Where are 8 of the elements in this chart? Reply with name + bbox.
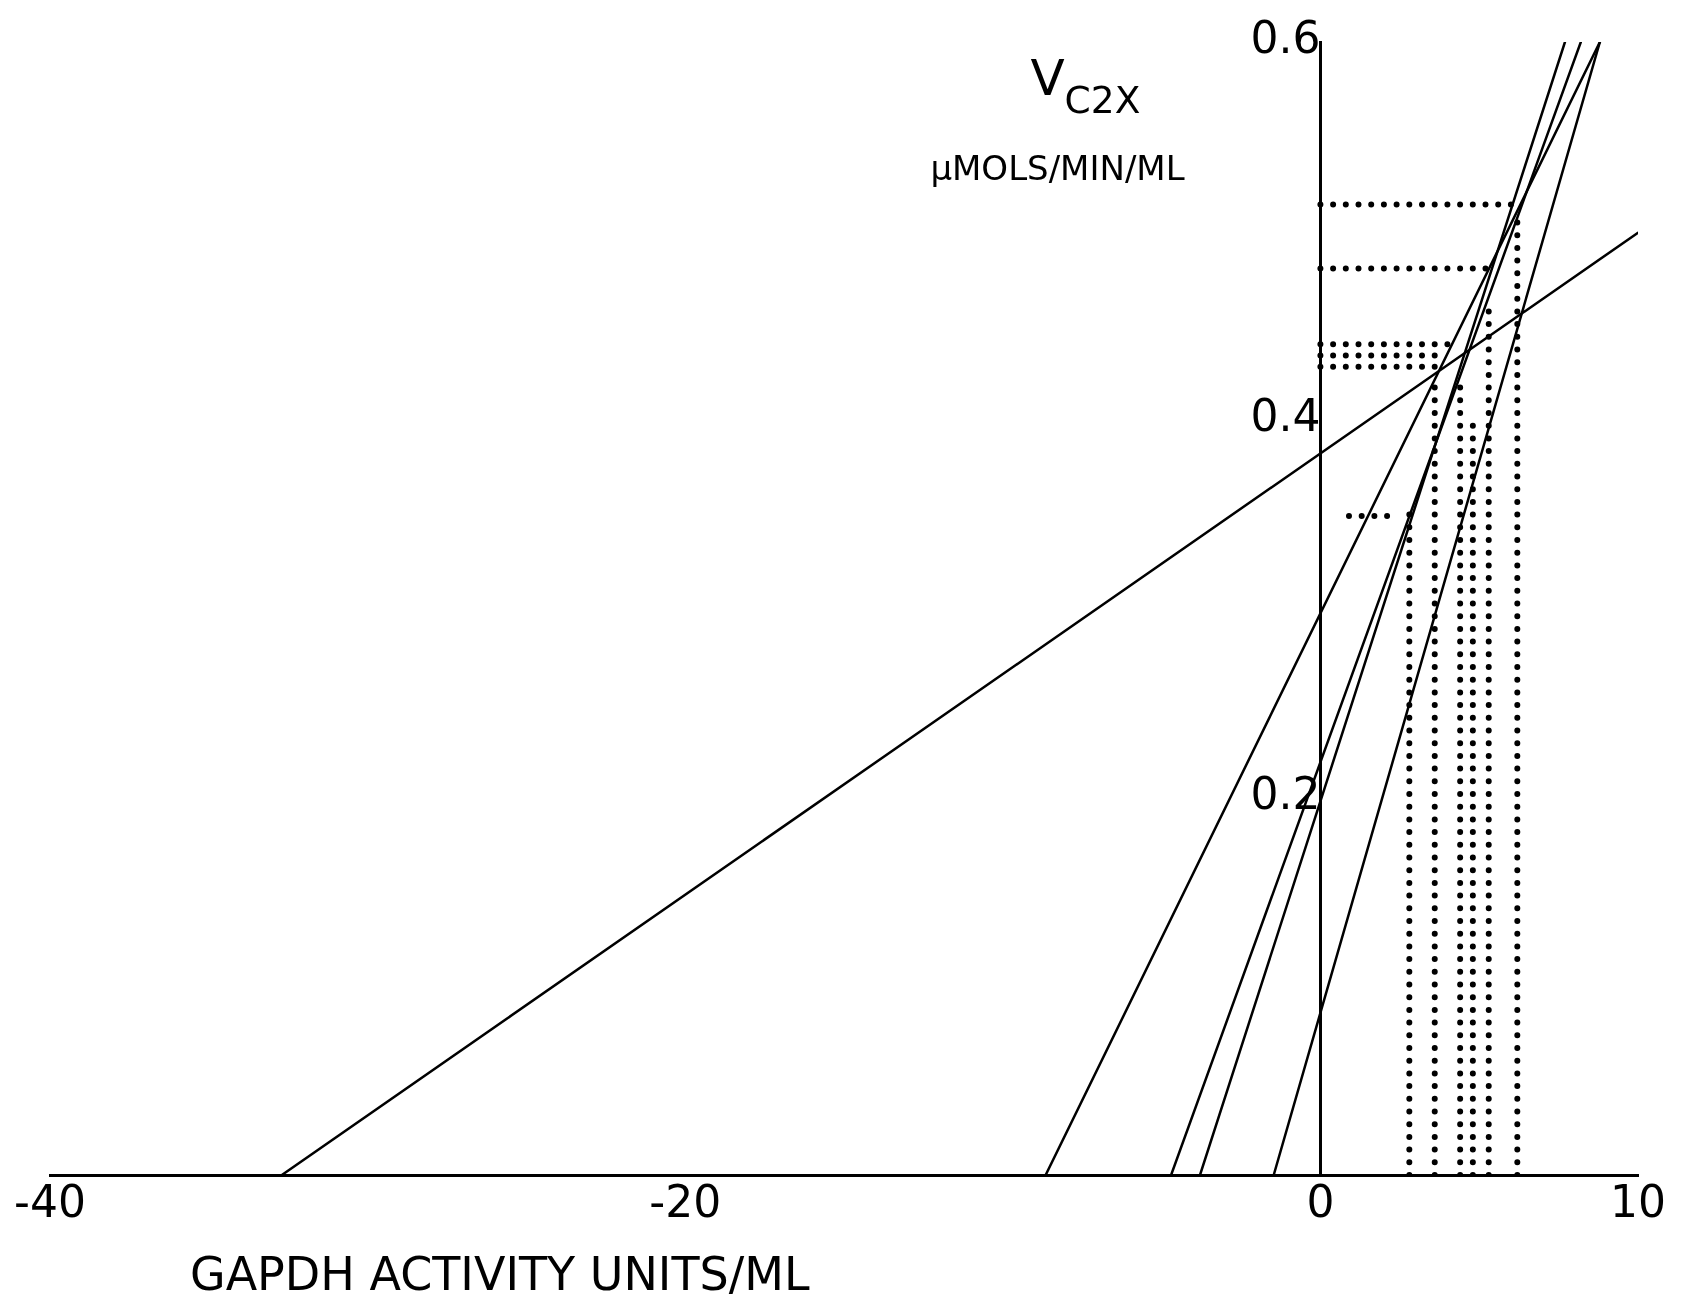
x-axis-title: GAPDH ACTIVITY UNITS/ML xyxy=(190,1247,810,1301)
annotation: μMOLS/MIN/ML xyxy=(930,148,1185,188)
x-tick-label: -20 xyxy=(649,1175,722,1227)
x-tick-label: -40 xyxy=(14,1175,86,1227)
y-tick-label: 0.6 xyxy=(1250,12,1321,64)
x-tick-label: 0 xyxy=(1306,1175,1335,1227)
y-tick-label: 0.4 xyxy=(1250,390,1321,442)
x-tick-label: 10 xyxy=(1610,1175,1666,1227)
